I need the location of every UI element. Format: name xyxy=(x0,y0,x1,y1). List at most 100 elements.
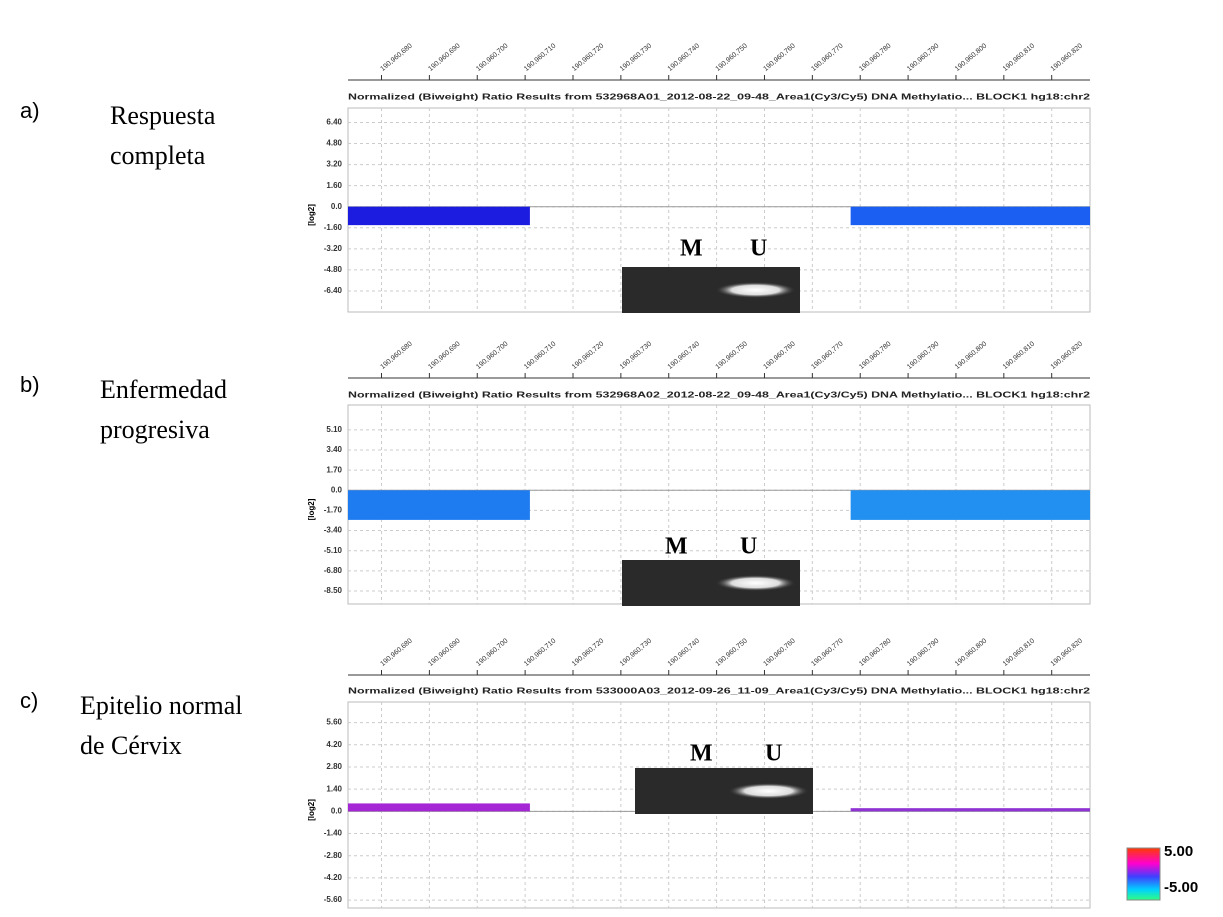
y-tick-label: 1.40 xyxy=(326,784,342,793)
y-tick-label: -4.80 xyxy=(324,265,343,274)
y-axis-label: [log2] xyxy=(307,498,316,520)
y-tick-label: 0.0 xyxy=(331,485,343,494)
y-axis-label: [log2] xyxy=(307,799,316,821)
x-tick-label: 190,960,740 xyxy=(667,340,701,370)
panel-description: progresiva xyxy=(100,415,210,444)
panel-letter: a) xyxy=(20,98,40,123)
y-tick-label: 4.20 xyxy=(326,740,342,749)
y-tick-label: 1.70 xyxy=(326,465,342,474)
x-tick-label: 190,960,710 xyxy=(523,42,557,72)
chart-title: Normalized (Biweight) Ratio Results from… xyxy=(348,389,1090,399)
x-tick-label: 190,960,680 xyxy=(379,637,413,667)
gel-lane-label: M xyxy=(680,236,703,262)
x-tick-label: 190,960,790 xyxy=(906,42,940,72)
x-tick-label: 190,960,730 xyxy=(619,340,653,370)
x-tick-label: 190,960,690 xyxy=(427,340,461,370)
y-tick-label: -8.50 xyxy=(324,586,343,595)
x-tick-label: 190,960,710 xyxy=(523,340,557,370)
x-tick-label: 190,960,700 xyxy=(475,42,509,72)
x-tick-label: 190,960,770 xyxy=(810,42,844,72)
x-tick-label: 190,960,690 xyxy=(427,42,461,72)
panel-description: Respuesta xyxy=(110,101,216,130)
x-tick-label: 190,960,790 xyxy=(906,340,940,370)
gel-lane-label: M xyxy=(665,534,688,560)
y-tick-label: -3.40 xyxy=(324,526,343,535)
x-tick-label: 190,960,700 xyxy=(475,637,509,667)
y-tick-label: -2.80 xyxy=(324,851,343,860)
x-tick-label: 190,960,800 xyxy=(954,637,988,667)
x-tick-label: 190,960,820 xyxy=(1050,42,1084,72)
y-tick-label: 3.40 xyxy=(326,445,342,454)
x-tick-label: 190,960,770 xyxy=(810,340,844,370)
y-tick-label: -4.20 xyxy=(324,873,343,882)
x-tick-label: 190,960,790 xyxy=(906,637,940,667)
x-tick-label: 190,960,780 xyxy=(858,637,892,667)
y-tick-label: 6.40 xyxy=(326,118,342,127)
y-tick-label: -3.20 xyxy=(324,244,343,253)
panel-description: completa xyxy=(110,141,206,170)
y-tick-label: 5.10 xyxy=(326,425,342,434)
x-tick-label: 190,960,760 xyxy=(762,637,796,667)
x-tick-label: 190,960,720 xyxy=(571,637,605,667)
x-tick-label: 190,960,680 xyxy=(379,42,413,72)
segment xyxy=(348,206,530,226)
y-axis-label: [log2] xyxy=(307,204,316,226)
y-tick-label: -5.60 xyxy=(324,895,343,904)
segment xyxy=(348,490,530,520)
gel-band xyxy=(715,282,796,298)
colorbar-min: -5.00 xyxy=(1164,879,1198,896)
y-tick-label: 0.0 xyxy=(331,202,343,211)
x-tick-label: 190,960,820 xyxy=(1050,637,1084,667)
colorbar xyxy=(1126,847,1161,901)
x-tick-label: 190,960,750 xyxy=(715,637,749,667)
y-tick-label: -5.10 xyxy=(324,546,343,555)
x-tick-label: 190,960,750 xyxy=(715,42,749,72)
gel-lane-label: U xyxy=(750,236,767,262)
gel-lane-label: U xyxy=(765,741,782,767)
x-tick-label: 190,960,700 xyxy=(475,340,509,370)
segment xyxy=(850,490,1090,520)
gel-lane-label: M xyxy=(690,741,713,767)
y-tick-label: 2.80 xyxy=(326,762,342,771)
x-tick-label: 190,960,730 xyxy=(619,42,653,72)
x-tick-label: 190,960,750 xyxy=(715,340,749,370)
x-tick-label: 190,960,760 xyxy=(762,42,796,72)
x-tick-label: 190,960,780 xyxy=(858,340,892,370)
panel-description: Epitelio normal xyxy=(80,691,242,720)
x-tick-label: 190,960,820 xyxy=(1050,340,1084,370)
y-tick-label: 1.60 xyxy=(326,181,342,190)
x-tick-label: 190,960,720 xyxy=(571,42,605,72)
colorbar-max: 5.00 xyxy=(1164,843,1193,860)
y-tick-label: 4.80 xyxy=(326,139,342,148)
x-tick-label: 190,960,680 xyxy=(379,340,413,370)
x-tick-label: 190,960,710 xyxy=(523,637,557,667)
x-tick-label: 190,960,810 xyxy=(1002,42,1036,72)
x-tick-label: 190,960,770 xyxy=(810,637,844,667)
segment xyxy=(850,808,1090,812)
x-tick-label: 190,960,810 xyxy=(1002,340,1036,370)
x-tick-label: 190,960,800 xyxy=(954,42,988,72)
y-tick-label: -1.40 xyxy=(324,829,343,838)
segment xyxy=(348,803,530,812)
gel-band xyxy=(728,783,809,799)
y-tick-label: 5.60 xyxy=(326,718,342,727)
x-tick-label: 190,960,740 xyxy=(667,637,701,667)
panel-letter: c) xyxy=(20,688,38,713)
gel-band xyxy=(715,575,796,591)
panel-description: Enfermedad xyxy=(100,375,227,404)
panel-letter: b) xyxy=(20,372,40,397)
x-tick-label: 190,960,730 xyxy=(619,637,653,667)
gel-lane-label: U xyxy=(740,534,757,560)
y-tick-label: -6.80 xyxy=(324,566,343,575)
x-tick-label: 190,960,780 xyxy=(858,42,892,72)
x-tick-label: 190,960,740 xyxy=(667,42,701,72)
y-tick-label: 3.20 xyxy=(326,160,342,169)
chart-title: Normalized (Biweight) Ratio Results from… xyxy=(348,685,1090,695)
segment xyxy=(850,206,1090,226)
y-tick-label: -1.60 xyxy=(324,223,343,232)
chart-title: Normalized (Biweight) Ratio Results from… xyxy=(348,91,1090,101)
x-tick-label: 190,960,810 xyxy=(1002,637,1036,667)
x-tick-label: 190,960,690 xyxy=(427,637,461,667)
x-tick-label: 190,960,760 xyxy=(762,340,796,370)
